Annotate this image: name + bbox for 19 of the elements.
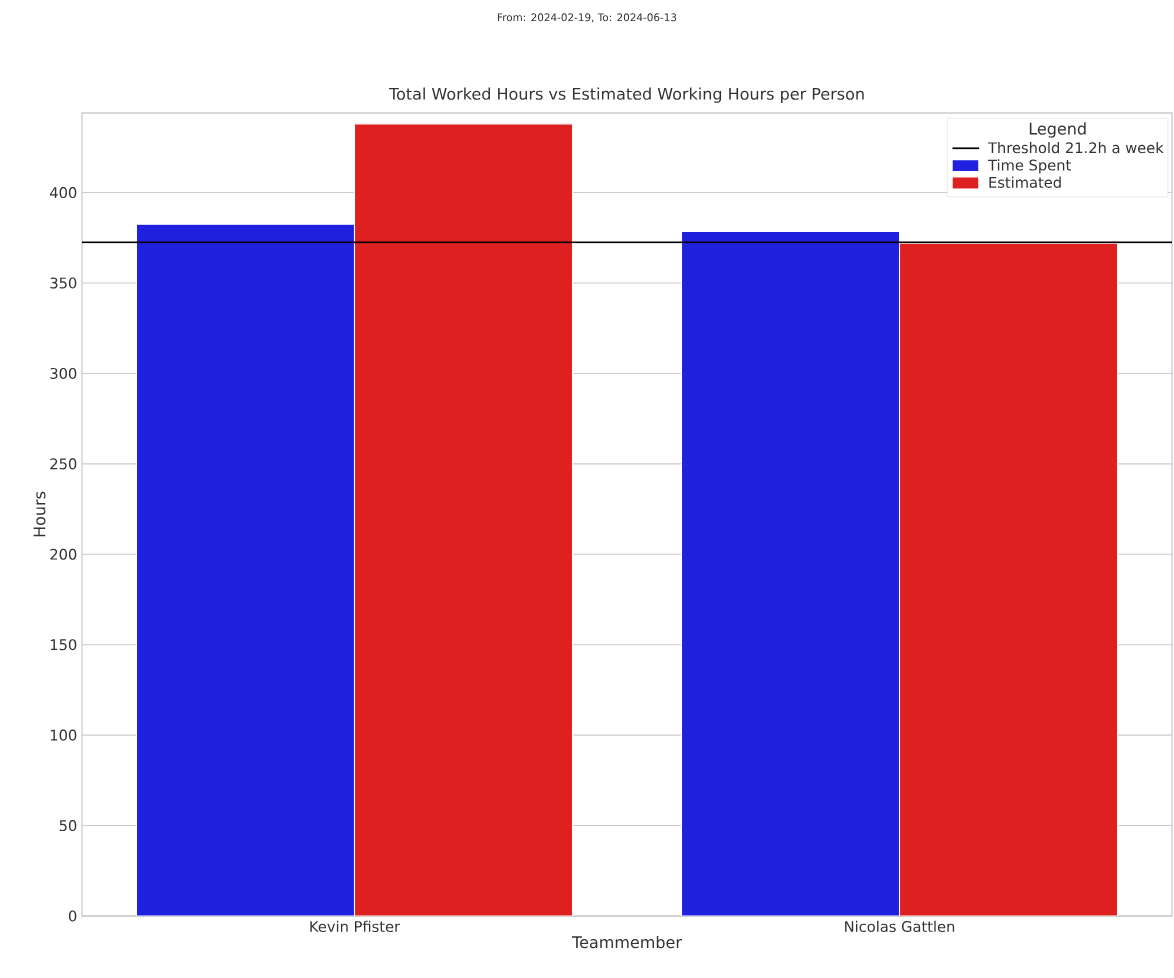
legend-title: Legend <box>1029 122 1086 138</box>
y-tick-label: 400 <box>50 187 77 199</box>
x-tick-label: Nicolas Gattlen <box>845 920 955 933</box>
chart-title: Total Worked Hours vs Estimated Working Hours per Person <box>388 87 864 103</box>
y-tick-label: 200 <box>50 548 77 560</box>
legend-label: Threshold 21.2h a week <box>987 141 1164 154</box>
y-tick-label: 150 <box>50 639 77 651</box>
y-axis-title: Hours <box>33 491 46 537</box>
legend-label: Time Spent <box>987 159 1071 174</box>
y-tick-label: 300 <box>50 367 77 379</box>
x-tick-label: Kevin Pfister <box>310 920 401 933</box>
y-tick-label: 0 <box>68 910 77 922</box>
y-tick-label: 50 <box>59 820 77 832</box>
y-tick-label: 350 <box>50 277 77 289</box>
y-tick-label: 100 <box>50 729 77 741</box>
x-axis-title: Teammember <box>572 935 682 949</box>
chart-subtitle: From: 2024-02-19, To: 2024-06-13 <box>498 13 677 23</box>
legend-label: Estimated <box>989 176 1061 188</box>
y-tick-label: 250 <box>50 458 77 470</box>
